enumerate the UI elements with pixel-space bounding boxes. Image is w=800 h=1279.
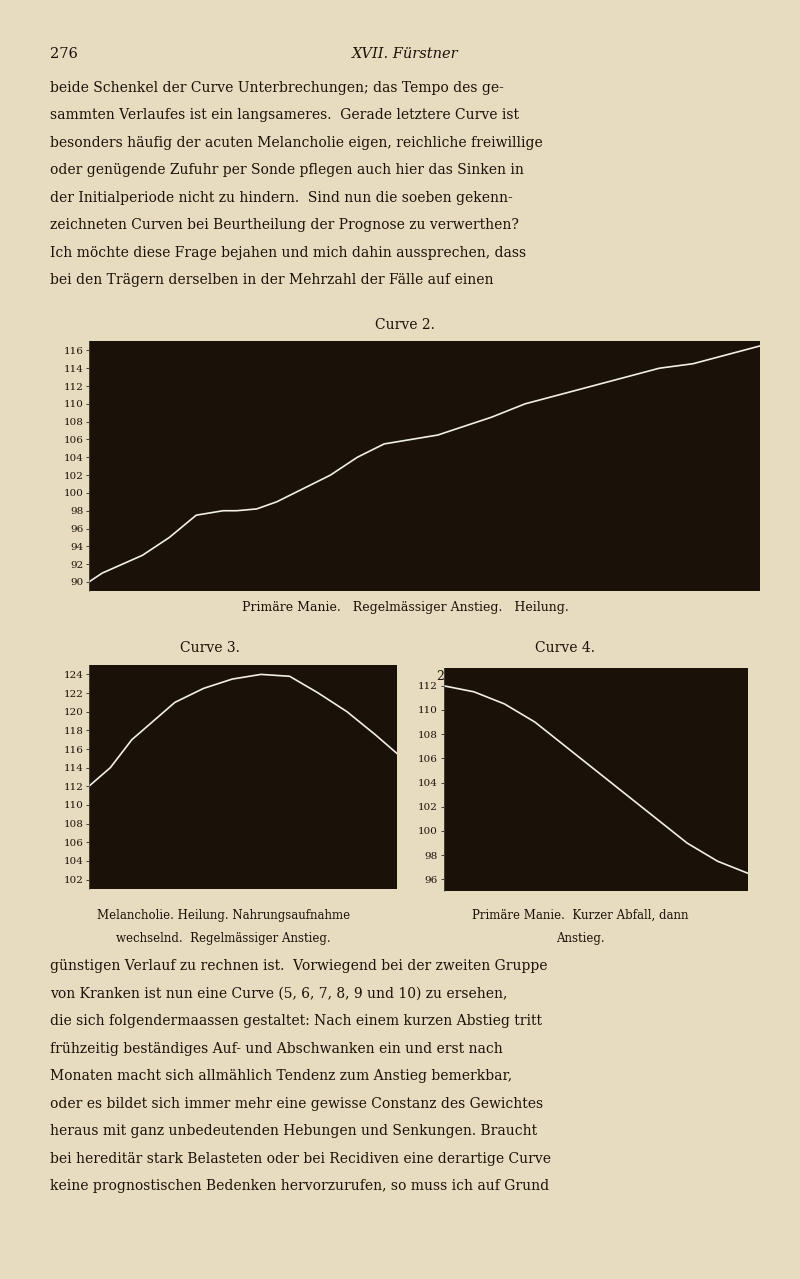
Text: beide Schenkel der Curve Unterbrechungen; das Tempo des ge-: beide Schenkel der Curve Unterbrechungen… bbox=[50, 81, 504, 95]
Text: Primäre Manie.   Regelmässiger Anstieg.   Heilung.: Primäre Manie. Regelmässiger Anstieg. He… bbox=[242, 601, 569, 614]
Text: bei hereditär stark Belasteten oder bei Recidiven eine derartige Curve: bei hereditär stark Belasteten oder bei … bbox=[50, 1152, 551, 1165]
Text: Anstieg.: Anstieg. bbox=[556, 932, 605, 945]
Text: von Kranken ist nun eine Curve (5, 6, 7, 8, 9 und 10) zu ersehen,: von Kranken ist nun eine Curve (5, 6, 7,… bbox=[50, 987, 508, 1000]
Text: wechselnd.  Regelmässiger Anstieg.: wechselnd. Regelmässiger Anstieg. bbox=[117, 932, 331, 945]
Text: Curve 4.: Curve 4. bbox=[535, 642, 595, 655]
Text: der Initialperiode nicht zu hindern.  Sind nun die soeben gekenn-: der Initialperiode nicht zu hindern. Sin… bbox=[50, 191, 513, 205]
Text: günstigen Verlauf zu rechnen ist.  Vorwiegend bei der zweiten Gruppe: günstigen Verlauf zu rechnen ist. Vorwie… bbox=[50, 959, 548, 973]
Text: die sich folgendermaassen gestaltet: Nach einem kurzen Abstieg tritt: die sich folgendermaassen gestaltet: Nac… bbox=[50, 1014, 542, 1028]
Text: Primäre Manie.  Kurzer Abfall, dann: Primäre Manie. Kurzer Abfall, dann bbox=[472, 908, 689, 922]
Text: bei den Trägern derselben in der Mehrzahl der Fälle auf einen: bei den Trägern derselben in der Mehrzah… bbox=[50, 274, 494, 286]
Text: Curve 3.: Curve 3. bbox=[180, 642, 240, 655]
Text: zeichneten Curven bei Beurtheilung der Prognose zu verwerthen?: zeichneten Curven bei Beurtheilung der P… bbox=[50, 219, 519, 231]
Text: heraus mit ganz unbedeutenden Hebungen und Senkungen. Braucht: heraus mit ganz unbedeutenden Hebungen u… bbox=[50, 1124, 538, 1138]
Text: Curve 2.: Curve 2. bbox=[375, 318, 435, 331]
Text: XVII. Fürstner: XVII. Fürstner bbox=[352, 47, 458, 60]
Text: frühzeitig beständiges Auf- und Abschwanken ein und erst nach: frühzeitig beständiges Auf- und Abschwan… bbox=[50, 1042, 503, 1055]
Text: 276: 276 bbox=[50, 47, 78, 60]
Text: Ich möchte diese Frage bejahen und mich dahin aussprechen, dass: Ich möchte diese Frage bejahen und mich … bbox=[50, 246, 526, 260]
Text: oder es bildet sich immer mehr eine gewisse Constanz des Gewichtes: oder es bildet sich immer mehr eine gewi… bbox=[50, 1097, 543, 1110]
Text: keine prognostischen Bedenken hervorzurufen, so muss ich auf Grund: keine prognostischen Bedenken hervorzuru… bbox=[50, 1179, 550, 1193]
Text: besonders häufig der acuten Melancholie eigen, reichliche freiwillige: besonders häufig der acuten Melancholie … bbox=[50, 136, 543, 150]
Text: Monaten macht sich allmählich Tendenz zum Anstieg bemerkbar,: Monaten macht sich allmählich Tendenz zu… bbox=[50, 1069, 513, 1083]
Text: oder genügende Zufuhr per Sonde pflegen auch hier das Sinken in: oder genügende Zufuhr per Sonde pflegen … bbox=[50, 164, 524, 177]
Text: Melancholie. Heilung. Nahrungsaufnahme: Melancholie. Heilung. Nahrungsaufnahme bbox=[98, 908, 350, 922]
Text: 25. Juli: 25. Juli bbox=[437, 670, 482, 683]
Text: sammten Verlaufes ist ein langsameres.  Gerade letztere Curve ist: sammten Verlaufes ist ein langsameres. G… bbox=[50, 109, 519, 122]
